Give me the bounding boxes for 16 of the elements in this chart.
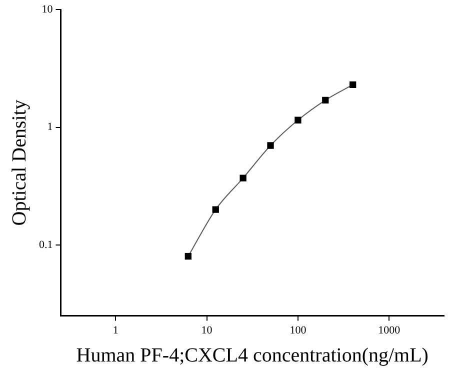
point — [240, 174, 246, 182]
point — [322, 96, 329, 104]
point — [212, 206, 219, 213]
x-axis-title: Human PF-4;CXCL4 concentration(ng/mL) — [76, 344, 428, 366]
point — [184, 253, 192, 260]
y-tick-label: 0.1 — [39, 238, 53, 251]
y-axis-title: Optical Density — [8, 100, 30, 226]
x-tick-label: 100 — [290, 324, 307, 336]
y-tick-label: 10 — [42, 3, 54, 16]
point — [350, 81, 356, 88]
y-tick-label: 1 — [47, 121, 53, 134]
x-tick-label: 1 — [112, 324, 118, 336]
point — [267, 142, 274, 149]
x-tick-label: 1000 — [378, 324, 401, 336]
x-tick-label: 10 — [201, 324, 213, 336]
point — [294, 116, 302, 124]
